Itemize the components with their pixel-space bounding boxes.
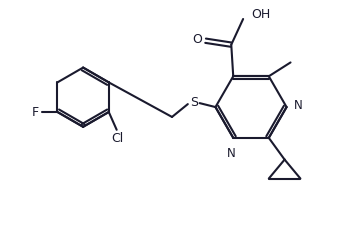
Text: Cl: Cl bbox=[111, 132, 124, 145]
Text: S: S bbox=[190, 96, 198, 109]
Text: N: N bbox=[294, 99, 302, 112]
Text: OH: OH bbox=[251, 8, 270, 20]
Text: O: O bbox=[192, 33, 201, 46]
Text: N: N bbox=[227, 147, 236, 160]
Text: F: F bbox=[32, 106, 39, 119]
